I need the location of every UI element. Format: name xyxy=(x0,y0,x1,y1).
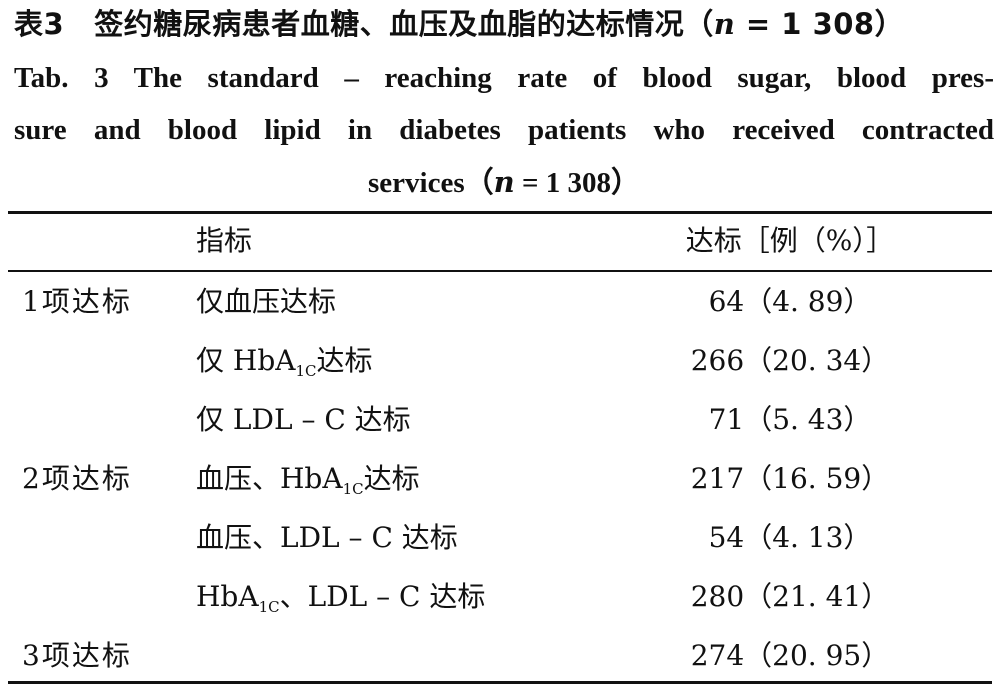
row-indicator: 仅血压达标 xyxy=(196,273,656,331)
header-indicator: 指标 xyxy=(196,224,253,257)
row-reached-value: 64（4. 89） xyxy=(708,285,872,318)
row-reached-value: 280（21. 41） xyxy=(690,580,890,613)
indicator-subscript: 1C xyxy=(295,362,317,380)
indicator-text: 仅血压达标 xyxy=(196,285,337,318)
indicator-suffix: 达标 xyxy=(316,344,373,377)
indicator-subscript: 1C xyxy=(342,480,364,498)
caption-en-line-3-tail: = 1 308） xyxy=(514,167,640,199)
caption-en-line-3: services（n = 1 308） xyxy=(14,156,994,209)
row-indicator xyxy=(196,627,656,685)
caption-en-n-symbol: n xyxy=(493,165,515,199)
row-reached-value: 274（20. 95） xyxy=(690,639,890,672)
row-group-label xyxy=(22,332,182,390)
row-reached-value: 54（4. 13） xyxy=(708,521,872,554)
table-number: 表3 xyxy=(14,7,65,41)
table-bottom-rule xyxy=(8,681,992,684)
row-group-label xyxy=(22,391,182,449)
indicator-suffix: 达标 xyxy=(363,462,420,495)
row-indicator: 血压、LDL – C 达标 xyxy=(196,509,656,567)
caption-cn-n-value: = 1 308） xyxy=(735,7,905,41)
caption-cn-title: 签约糖尿病患者血糖、血压及血脂的达标情况（ xyxy=(94,7,714,41)
header-reached: 达标［例（%）］ xyxy=(685,224,895,257)
caption-en-line-1: Tab. 3 The standard – reaching rate of b… xyxy=(14,62,994,94)
indicator-text: 血压、LDL – C 达标 xyxy=(196,521,458,554)
indicator-text: HbA xyxy=(196,580,259,613)
table-caption-chinese: 表3 签约糖尿病患者血糖、血压及血脂的达标情况（n = 1 308） xyxy=(0,4,1007,44)
row-indicator: 血压、HbA1C达标 xyxy=(196,450,656,508)
indicator-suffix: 、LDL – C 达标 xyxy=(279,580,486,613)
indicator-subscript: 1C xyxy=(258,598,280,616)
table-caption-english: Tab. 3 The standard – reaching rate of b… xyxy=(14,52,994,209)
row-reached-value: 217（16. 59） xyxy=(690,462,890,495)
row-group-label: 3项达标 xyxy=(22,639,132,672)
caption-en-line-3-main: services（ xyxy=(368,167,494,199)
caption-en-line-2: sure and blood lipid in diabetes patient… xyxy=(14,114,994,146)
row-group-label: 1项达标 xyxy=(22,285,132,318)
row-reached-value: 266（20. 34） xyxy=(690,344,890,377)
row-indicator: 仅 HbA1C达标 xyxy=(196,332,656,390)
table-top-rule xyxy=(8,211,992,214)
row-group-label xyxy=(22,509,182,567)
indicator-text: 血压、HbA xyxy=(196,462,343,495)
indicator-text: 仅 HbA xyxy=(196,344,296,377)
caption-cn-n-symbol: n xyxy=(713,7,736,41)
row-indicator: 仅 LDL – C 达标 xyxy=(196,391,656,449)
row-group-label: 2项达标 xyxy=(22,462,132,495)
indicator-text: 仅 LDL – C 达标 xyxy=(196,403,411,436)
row-reached-value: 71（5. 43） xyxy=(708,403,872,436)
table-header-rule xyxy=(8,270,992,272)
row-group-label xyxy=(22,568,182,626)
row-indicator: HbA1C、LDL – C 达标 xyxy=(196,568,656,626)
header-group xyxy=(22,212,182,270)
